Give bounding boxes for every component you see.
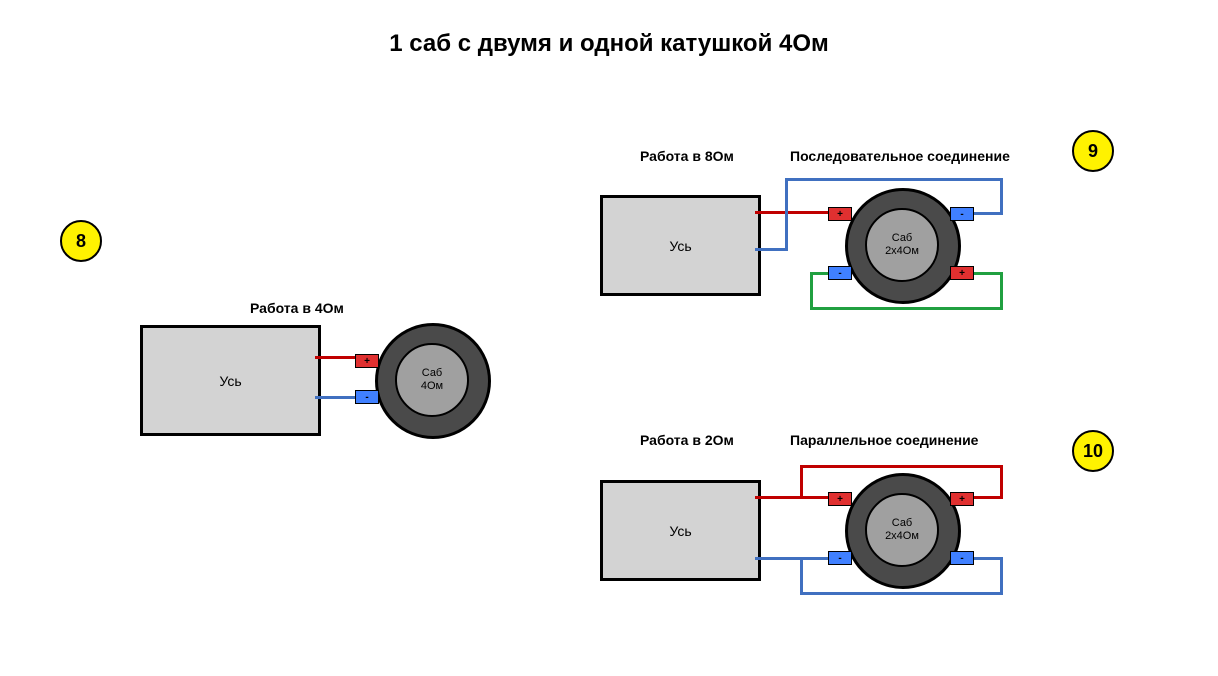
work-label-2ohm: Работа в 2Ом — [640, 432, 734, 448]
wire-blue-d10-a — [755, 557, 830, 560]
badge-8: 8 — [60, 220, 102, 262]
wire-green-d9-b — [810, 272, 813, 307]
sub-label-2: 2х4Ом — [885, 530, 919, 543]
badge-10: 10 — [1072, 430, 1114, 472]
terminal-plus-d10-tl: + — [828, 492, 852, 506]
sub-label-2: 4Ом — [421, 380, 443, 393]
amplifier-9: Усь — [600, 195, 761, 296]
wire-blue-d9-c — [785, 178, 1000, 181]
wire-green-d9-c — [810, 307, 1003, 310]
amplifier-8: Усь — [140, 325, 321, 436]
terminal-minus-d9-bl: - — [828, 266, 852, 280]
sub-label-2: 2х4Ом — [885, 245, 919, 258]
wire-green-d9-a — [810, 272, 830, 275]
terminal-plus-d9-br: + — [950, 266, 974, 280]
amp-label: Усь — [219, 373, 241, 389]
wire-blue-d9-d — [1000, 178, 1003, 215]
terminal-plus-d9-tl: + — [828, 207, 852, 221]
sub-label-1: Саб — [422, 367, 443, 380]
amplifier-10: Усь — [600, 480, 761, 581]
terminal-plus-d8: + — [355, 354, 379, 368]
wire-blue-d10-d — [1000, 557, 1003, 595]
page-title: 1 саб с двумя и одной катушкой 4Ом — [0, 30, 1218, 58]
terminal-minus-d8: - — [355, 390, 379, 404]
series-label: Последовательное соединение — [790, 148, 1010, 164]
terminal-minus-d10-br: - — [950, 551, 974, 565]
wire-blue-d8 — [315, 396, 358, 399]
wire-blue-d10-c — [800, 592, 1003, 595]
wire-red-d10-c — [800, 465, 1000, 468]
wire-red-d10-d — [1000, 465, 1003, 499]
terminal-minus-d10-bl: - — [828, 551, 852, 565]
wire-green-d9-d — [1000, 272, 1003, 310]
wire-red-d8 — [315, 356, 358, 359]
subwoofer-9-cone: Саб 2х4Ом — [865, 208, 939, 282]
wire-blue-d9-b — [785, 178, 788, 251]
wire-red-d10-a — [755, 496, 830, 499]
wire-blue-d10-b — [800, 557, 803, 592]
sub-label-1: Саб — [892, 517, 913, 530]
work-label-8ohm: Работа в 8Ом — [640, 148, 734, 164]
wire-red-d9 — [755, 211, 830, 214]
wire-green-d9-e — [972, 272, 1003, 275]
terminal-minus-d9-tr: - — [950, 207, 974, 221]
terminal-plus-d10-tr: + — [950, 492, 974, 506]
wire-blue-d9-e — [972, 212, 1003, 215]
badge-9: 9 — [1072, 130, 1114, 172]
amp-label: Усь — [669, 523, 691, 539]
wire-blue-d9-a — [755, 248, 785, 251]
wire-blue-d10-e — [972, 557, 1003, 560]
sub-label-1: Саб — [892, 232, 913, 245]
work-label-4ohm: Работа в 4Ом — [250, 300, 344, 316]
parallel-label: Параллельное соединение — [790, 432, 978, 448]
wire-red-d10-b — [800, 465, 803, 499]
subwoofer-10-cone: Саб 2х4Ом — [865, 493, 939, 567]
amp-label: Усь — [669, 238, 691, 254]
subwoofer-8-cone: Саб 4Ом — [395, 343, 469, 417]
wire-red-d10-e — [972, 496, 1003, 499]
